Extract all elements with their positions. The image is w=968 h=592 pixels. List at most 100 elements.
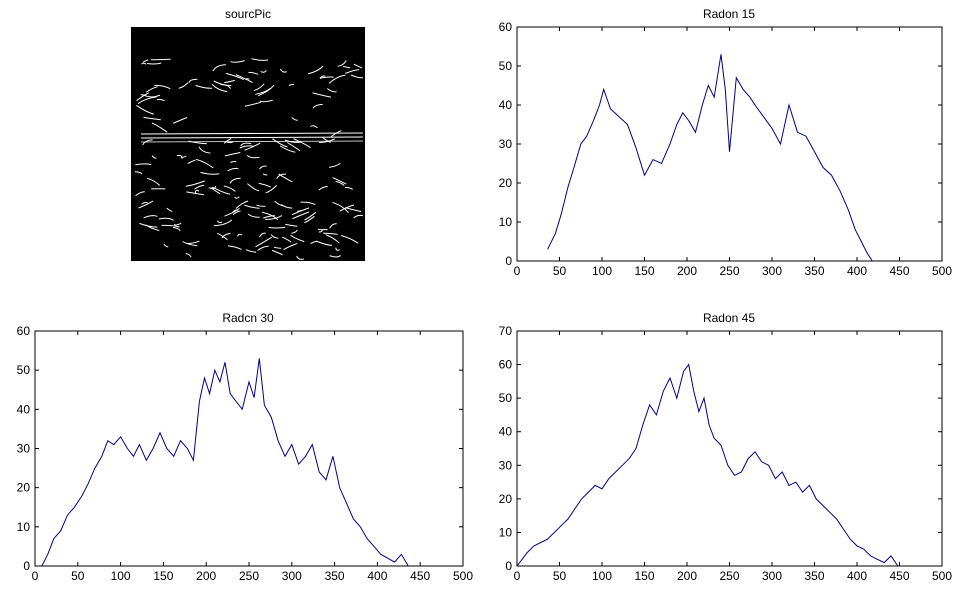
plot-title: Radon 45 [703,311,755,325]
edge-stroke [304,215,315,224]
x-tick-label: 500 [932,569,952,583]
edge-stroke [255,236,272,248]
series-line [41,358,409,567]
x-tick-label: 250 [239,569,259,583]
edge-stroke [223,185,236,192]
edge-stroke [345,69,360,74]
edge-stroke [166,207,173,212]
series-line [547,54,873,262]
edge-stroke [304,211,317,221]
edge-stroke [186,191,204,196]
edge-stroke [307,65,324,75]
edge-stroke [323,232,338,235]
x-tick-label: 50 [553,569,567,583]
edge-stroke [282,236,292,243]
edge-stroke [332,177,347,185]
edge-stroke [151,122,168,133]
y-tick-label: 0 [505,254,512,268]
edge-stroke [138,200,154,209]
edge-stroke [291,117,298,121]
edge-stroke [245,249,257,253]
edge-stroke [143,116,161,121]
edge-stroke [340,235,359,244]
x-tick-label: 450 [889,264,909,278]
edge-stroke [154,84,171,90]
plot-axes-box [516,330,943,567]
edge-stroke [135,163,152,166]
x-tick-label: 200 [196,569,216,583]
y-tick-label: 40 [17,402,31,416]
edge-stroke [335,247,340,251]
x-tick-label: 400 [847,569,867,583]
edge-stroke [260,70,267,73]
edge-stroke [259,232,266,238]
edge-stroke [146,177,161,186]
edge-stroke [134,171,143,175]
edge-stroke [343,65,351,69]
edge-stroke [265,185,277,194]
y-tick-label: 0 [23,559,30,573]
x-tick-label: 400 [367,569,387,583]
y-tick-label: 10 [499,525,513,539]
edge-stroke [227,167,239,172]
edge-horizon-line [140,140,364,143]
edge-stroke [279,68,287,73]
edge-stroke [194,184,205,190]
edge-stroke [259,165,267,170]
edge-stroke [195,84,213,89]
edge-stroke [251,58,269,61]
edge-stroke [293,138,311,149]
edge-stroke [310,241,317,244]
edge-stroke [259,99,273,103]
x-tick-label: 350 [804,264,824,278]
edge-stroke [136,104,154,115]
edge-stroke [145,224,160,231]
edge-stroke [172,227,181,232]
y-tick-label: 20 [17,481,31,495]
edge-stroke [322,137,331,143]
edge-stroke [172,117,188,124]
edge-stroke [150,58,171,61]
edge-stroke [271,249,283,256]
edge-stroke [147,94,161,98]
edge-stroke [143,215,158,219]
edge-stroke [325,234,340,244]
y-tick-label: 30 [17,442,31,456]
plot-radon-15: Radon 15 0 50 100 150 200 250 300 350 400 450 500 0… [499,7,953,278]
edge-stroke [253,83,265,91]
edge-stroke [185,253,192,258]
y-tick-label: 30 [499,137,513,151]
edge-stroke [328,74,346,84]
source-image-title: sourcPic [225,7,271,21]
x-tick-label: 100 [111,569,131,583]
edge-pattern [134,58,364,260]
edge-stroke [212,64,226,72]
plot-title: Radcn 30 [222,311,274,325]
edge-stroke [353,214,364,219]
x-tick-label: 200 [677,264,697,278]
edge-stroke [195,158,214,169]
x-tick-label: 150 [634,569,654,583]
source-image-panel: sourcPic [131,7,365,261]
edge-stroke [247,183,260,192]
edge-stroke [329,255,341,258]
edge-stroke [229,177,241,184]
edge-stroke [318,186,328,191]
edge-stroke [288,83,294,87]
edge-stroke [232,210,241,216]
edge-stroke [141,202,148,205]
edge-stroke [318,229,323,233]
edge-stroke [310,125,318,129]
y-tick-label: 10 [17,520,31,534]
edge-stroke [225,72,244,80]
edge-stroke [151,155,157,159]
edge-stroke [350,74,364,79]
edge-stroke [182,241,198,247]
x-tick-label: 150 [153,569,173,583]
edge-stroke [161,224,180,228]
edge-stroke [227,245,242,250]
edge-stroke [292,211,310,220]
x-tick-label: 450 [889,569,909,583]
edge-stroke [137,96,157,105]
